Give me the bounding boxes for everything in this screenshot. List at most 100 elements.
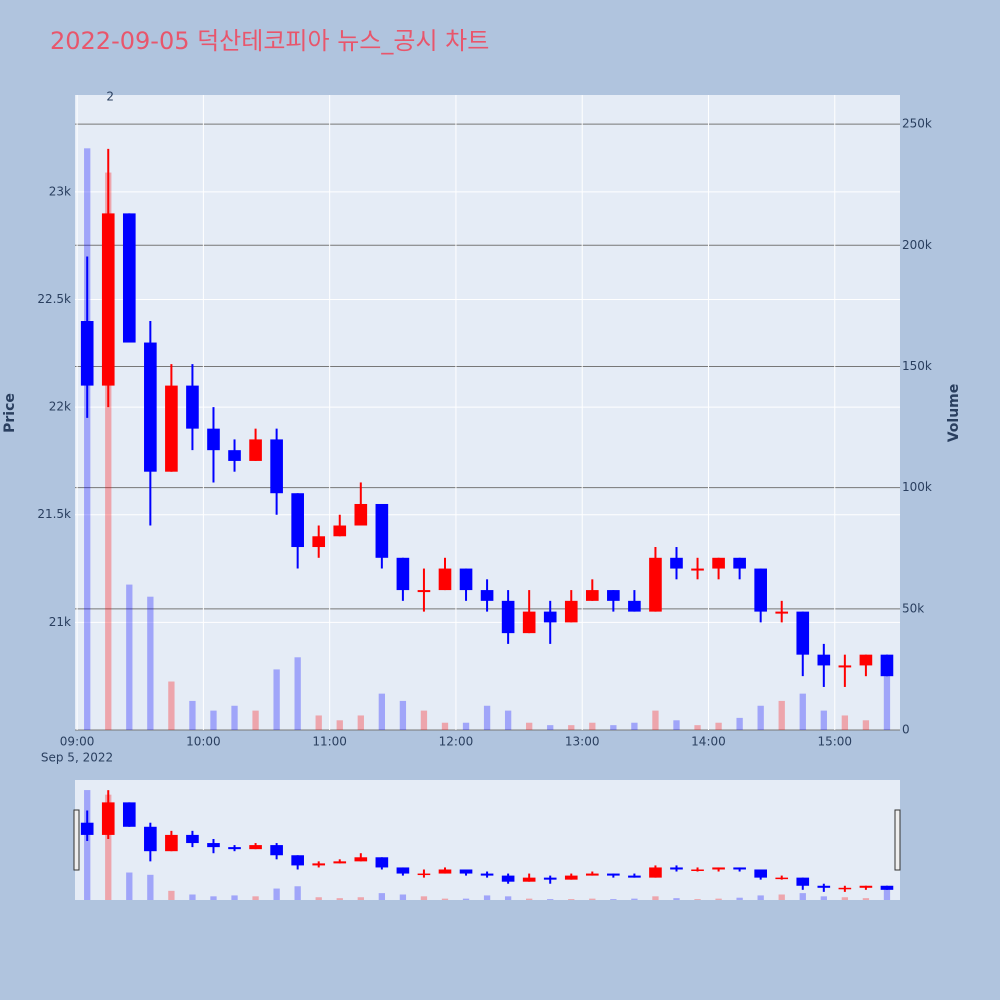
slider-volume-bar [757, 895, 764, 900]
slider-volume-bar [273, 888, 280, 900]
slider-volume-bar [547, 899, 554, 900]
slider-candle-body [859, 885, 873, 888]
slider-volume-bar [441, 898, 449, 900]
slider-candle-body [628, 875, 641, 878]
slider-candle-body [165, 834, 178, 852]
candle-body [312, 536, 326, 548]
candle-body [291, 493, 304, 548]
slider-volume-bar [631, 898, 638, 900]
slider-volume-bar [673, 898, 680, 900]
slider-volume-bar [126, 872, 133, 900]
slider-handle[interactable] [73, 809, 80, 871]
candle-body [712, 557, 725, 569]
volume-bar [420, 710, 428, 730]
candle-body [754, 568, 767, 612]
candle-body [607, 590, 620, 601]
slider-volume-bar [252, 896, 259, 900]
volume-bar [441, 722, 449, 730]
slider-candle-body [438, 869, 452, 874]
candle-body [796, 611, 810, 655]
y-tick-label: 23k [49, 184, 71, 198]
volume-bar [273, 669, 280, 730]
slider-candle-body [291, 855, 304, 866]
slider-volume-bar [610, 899, 617, 900]
volume-bar [778, 700, 785, 730]
candle-body [249, 439, 262, 461]
volume-bar [694, 725, 701, 730]
candle-body [859, 654, 873, 666]
y-tick-label: 21k [49, 615, 71, 629]
x-tick-label: 15:00 [817, 735, 852, 749]
volume-bar [652, 710, 659, 730]
candle-body [270, 439, 283, 494]
slider-volume-bar [315, 897, 322, 900]
slider-candle-body [333, 861, 347, 864]
candle-body [480, 590, 494, 601]
slider-candle-body [817, 885, 831, 888]
slider-volume-bar [294, 886, 301, 900]
slider-candle-body [459, 869, 473, 874]
volume-bar [568, 725, 575, 730]
candle-body [733, 557, 746, 569]
y2-tick-label: 50k [902, 601, 924, 615]
slider-candle-body [101, 802, 115, 835]
x-tick-label: 12:00 [439, 735, 474, 749]
candle-body [691, 568, 704, 571]
candle-body [564, 600, 578, 623]
slider-volume-bar [105, 794, 112, 900]
candle-body [186, 385, 199, 429]
candle-body [585, 590, 599, 601]
volume-bar [462, 722, 470, 730]
volume-bar [862, 720, 870, 730]
slider-candle-body [607, 873, 620, 876]
slider-handle[interactable] [894, 809, 901, 871]
volume-bar [820, 710, 827, 730]
volume-bar [589, 722, 596, 730]
slider-volume-bar [168, 890, 175, 900]
candle-body [122, 213, 136, 343]
volume-bar [378, 693, 386, 730]
candle-body [543, 611, 557, 623]
slider-candle-body [733, 867, 746, 870]
slider-candle-body [80, 822, 94, 835]
volume-bar [673, 720, 680, 730]
slider-volume-bar [399, 894, 407, 900]
slider-volume-bar [883, 886, 891, 900]
slider-candle-body [270, 845, 283, 856]
slider-candle-body [249, 845, 262, 850]
candle-body [228, 450, 241, 461]
x-tick-label: 14:00 [691, 735, 726, 749]
volume-bar [147, 596, 154, 730]
volume-bar [126, 584, 133, 730]
slider-volume-bar [378, 893, 386, 900]
volume-bar [210, 710, 217, 730]
y2-axis-title: Volume [946, 384, 962, 443]
slider-candle-body [712, 867, 725, 870]
chart-title: 2022-09-05 덕산테코피아 뉴스_공시 차트 [50, 27, 489, 55]
slider-volume-bar [84, 790, 91, 900]
slider-candle-body [564, 875, 578, 880]
slider-volume-bar [210, 896, 217, 900]
slider-candle-body [354, 857, 368, 862]
slider-candle-body [775, 877, 789, 880]
slider-candle-body [543, 877, 557, 880]
y-axis-title: Price [2, 393, 18, 433]
candle-body [417, 590, 431, 593]
candle-body [438, 568, 452, 591]
volume-bar [84, 148, 91, 730]
candle-body [207, 428, 220, 451]
candle-body [838, 665, 852, 668]
slider-volume-bar [841, 897, 849, 900]
volume-bar [252, 710, 259, 730]
volume-bar [483, 705, 491, 730]
candle-body [501, 600, 515, 634]
y-tick-label: 22.5k [37, 292, 71, 306]
slider-candle-body [838, 887, 852, 890]
slider-volume-bar [526, 898, 533, 900]
candle-body [396, 557, 410, 591]
slider-volume-bar [231, 895, 238, 900]
x-tick-label: 09:00 [60, 735, 95, 749]
slider-candle-body [585, 873, 599, 876]
slider-volume-bar [420, 896, 428, 900]
